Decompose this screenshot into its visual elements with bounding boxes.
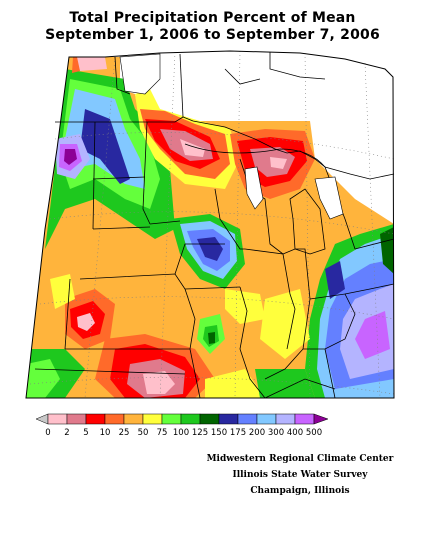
legend-swatch bbox=[142, 413, 163, 425]
legend-swatch bbox=[199, 413, 220, 425]
graticule bbox=[29, 50, 395, 399]
legend-swatch bbox=[66, 413, 87, 425]
legend-swatch bbox=[294, 413, 315, 425]
legend-arrow-high bbox=[313, 413, 329, 425]
legend-label: 2 bbox=[64, 428, 69, 438]
legend-label: 10 bbox=[100, 428, 111, 438]
map-frame bbox=[25, 50, 395, 399]
legend-swatch bbox=[161, 413, 182, 425]
legend-label: 125 bbox=[192, 428, 208, 438]
color-legend: 0 2 5 10 25 50 75 100 125 150 175 200 300 400 500 bbox=[36, 413, 329, 438]
credit-line-1: Midwestern Regional Climate Center bbox=[206, 454, 394, 464]
legend-swatch bbox=[85, 413, 106, 425]
precipitation-map bbox=[25, 50, 395, 399]
legend-swatch bbox=[47, 413, 68, 425]
water-bodies bbox=[119, 53, 344, 220]
legend-swatch bbox=[218, 413, 239, 425]
legend-swatch bbox=[180, 413, 201, 425]
legend-swatch bbox=[275, 413, 296, 425]
legend-swatch bbox=[237, 413, 258, 425]
precip-field bbox=[26, 51, 394, 398]
legend-arrow-low bbox=[36, 413, 49, 425]
legend-label: 150 bbox=[211, 428, 227, 438]
credit-line-2: Illinois State Water Survey bbox=[232, 470, 368, 480]
legend-label: 0 bbox=[45, 428, 50, 438]
legend-label: 100 bbox=[173, 428, 189, 438]
legend-label: 25 bbox=[119, 428, 130, 438]
legend-label: 200 bbox=[249, 428, 265, 438]
legend-swatch bbox=[123, 413, 144, 425]
legend-label: 175 bbox=[230, 428, 246, 438]
map-title-line2: September 1, 2006 to September 7, 2006 bbox=[45, 27, 380, 43]
legend-label: 400 bbox=[287, 428, 303, 438]
legend-label: 300 bbox=[268, 428, 284, 438]
map-title-line1: Total Precipitation Percent of Mean bbox=[69, 10, 356, 26]
legend-color-scale bbox=[36, 413, 329, 425]
legend-label: 500 bbox=[306, 428, 322, 438]
political-boundaries bbox=[34, 52, 395, 399]
legend-labels: 0 2 5 10 25 50 75 100 125 150 175 200 300 400 500 bbox=[45, 428, 322, 438]
legend-swatch bbox=[256, 413, 277, 425]
legend-label: 75 bbox=[157, 428, 168, 438]
credit-line-3: Champaign, Illinois bbox=[250, 486, 350, 496]
legend-swatch bbox=[104, 413, 125, 425]
legend-label: 50 bbox=[138, 428, 149, 438]
legend-label: 5 bbox=[83, 428, 88, 438]
